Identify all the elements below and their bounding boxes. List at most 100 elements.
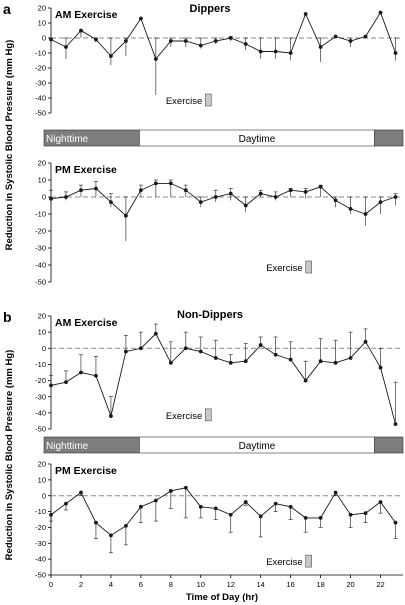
data-point xyxy=(183,485,188,490)
exercise-marker xyxy=(305,554,312,568)
data-point xyxy=(49,196,53,201)
y-tick-label: -50 xyxy=(35,109,46,118)
y-tick-label: 20 xyxy=(38,4,46,13)
data-point xyxy=(153,181,158,186)
data-point xyxy=(228,512,233,517)
y-tick-label: -40 xyxy=(35,261,46,270)
group-title-non-dippers: Non-Dippers xyxy=(177,309,243,321)
chart-panel-0: 20 10 0 -10 -20 -30 -40 -50 AM Exercise Exercise xyxy=(35,4,403,118)
data-point xyxy=(138,188,143,193)
data-point xyxy=(303,378,308,383)
data-point xyxy=(363,212,368,216)
data-point xyxy=(94,37,98,42)
x-tick-label: 10 xyxy=(197,580,205,589)
data-point xyxy=(348,39,353,43)
data-point xyxy=(303,12,308,16)
y-tick-label: -50 xyxy=(35,278,46,287)
data-point xyxy=(273,195,278,199)
data-point xyxy=(64,380,68,385)
y-axis-label-b: Reduction in Systolic Blood Pressure (mm… xyxy=(4,350,15,561)
y-tick-label: -40 xyxy=(35,94,46,103)
data-point xyxy=(198,504,203,509)
exercise-label: Exercise xyxy=(166,411,202,422)
data-point xyxy=(378,500,383,504)
y-tick-label: 10 xyxy=(38,176,46,185)
data-point xyxy=(109,414,113,418)
panel-title: AM Exercise xyxy=(55,317,118,329)
data-point xyxy=(153,331,158,336)
data-point xyxy=(138,16,143,21)
data-point xyxy=(258,191,263,196)
y-tick-label: 20 xyxy=(38,159,46,168)
x-tick-label: 2 xyxy=(79,580,83,589)
data-point xyxy=(393,51,398,55)
data-point xyxy=(258,49,263,54)
data-point xyxy=(213,39,218,43)
data-point xyxy=(168,360,173,365)
y-tick-label: 20 xyxy=(38,460,46,469)
data-point xyxy=(318,359,323,364)
data-point xyxy=(243,500,248,504)
data-point xyxy=(79,28,83,33)
data-point xyxy=(49,37,53,42)
data-point xyxy=(333,198,338,203)
data-point xyxy=(123,523,128,528)
data-point xyxy=(393,422,398,427)
night-band-evening xyxy=(374,129,404,147)
data-point xyxy=(273,501,278,506)
data-point xyxy=(318,184,323,189)
y-tick-label: -20 xyxy=(35,64,46,73)
chart-panel-1: 20 10 0 -10 -20 -30 -40 -50 PM Exercise Exercise xyxy=(35,159,403,287)
exercise-label: Exercise xyxy=(266,263,302,274)
data-point xyxy=(123,39,128,43)
data-point xyxy=(378,200,383,205)
x-tick-label: 6 xyxy=(139,580,143,589)
x-tick-label: 20 xyxy=(346,580,354,589)
data-point xyxy=(153,57,158,61)
y-tick-label: -10 xyxy=(35,210,46,219)
exercise-label: Exercise xyxy=(266,557,302,568)
y-tick-label: 0 xyxy=(42,344,46,353)
y-tick-label: -20 xyxy=(35,227,46,236)
data-point xyxy=(49,383,53,388)
data-point xyxy=(228,360,233,365)
data-point xyxy=(183,188,188,193)
y-tick-label: -30 xyxy=(35,539,46,548)
data-point xyxy=(168,489,173,493)
data-point xyxy=(79,490,83,495)
data-point xyxy=(109,533,113,538)
night-band-evening xyxy=(374,436,404,454)
x-tick-label: 16 xyxy=(286,580,294,589)
y-tick-label: -30 xyxy=(35,392,46,401)
daytime-label: Daytime xyxy=(239,134,276,145)
y-tick-label: 10 xyxy=(38,19,46,28)
data-point xyxy=(303,190,308,194)
x-tick-label: 8 xyxy=(169,580,173,589)
data-point xyxy=(138,504,143,509)
series-line xyxy=(50,182,396,217)
y-tick-label: -40 xyxy=(35,408,46,417)
data-point xyxy=(228,191,233,196)
series-line xyxy=(50,487,396,536)
data-point xyxy=(168,39,173,43)
data-point xyxy=(183,346,188,351)
data-point xyxy=(363,339,368,344)
data-point xyxy=(79,188,83,193)
data-point xyxy=(64,195,68,199)
day-night-band-0: Nighttime Daytime xyxy=(43,129,404,147)
data-point xyxy=(94,186,98,191)
x-tick-label: 0 xyxy=(49,580,53,589)
y-tick-label: -20 xyxy=(35,376,46,385)
y-tick-label: -10 xyxy=(35,49,46,58)
data-point xyxy=(258,343,263,347)
data-point xyxy=(198,200,203,205)
data-point xyxy=(273,352,278,357)
data-point xyxy=(109,200,113,205)
data-point xyxy=(393,195,398,199)
series-line xyxy=(50,11,396,60)
panel-label-b: b xyxy=(3,309,12,325)
y-tick-label: 10 xyxy=(38,475,46,484)
data-point xyxy=(318,516,323,520)
panel-title: PM Exercise xyxy=(55,465,117,477)
